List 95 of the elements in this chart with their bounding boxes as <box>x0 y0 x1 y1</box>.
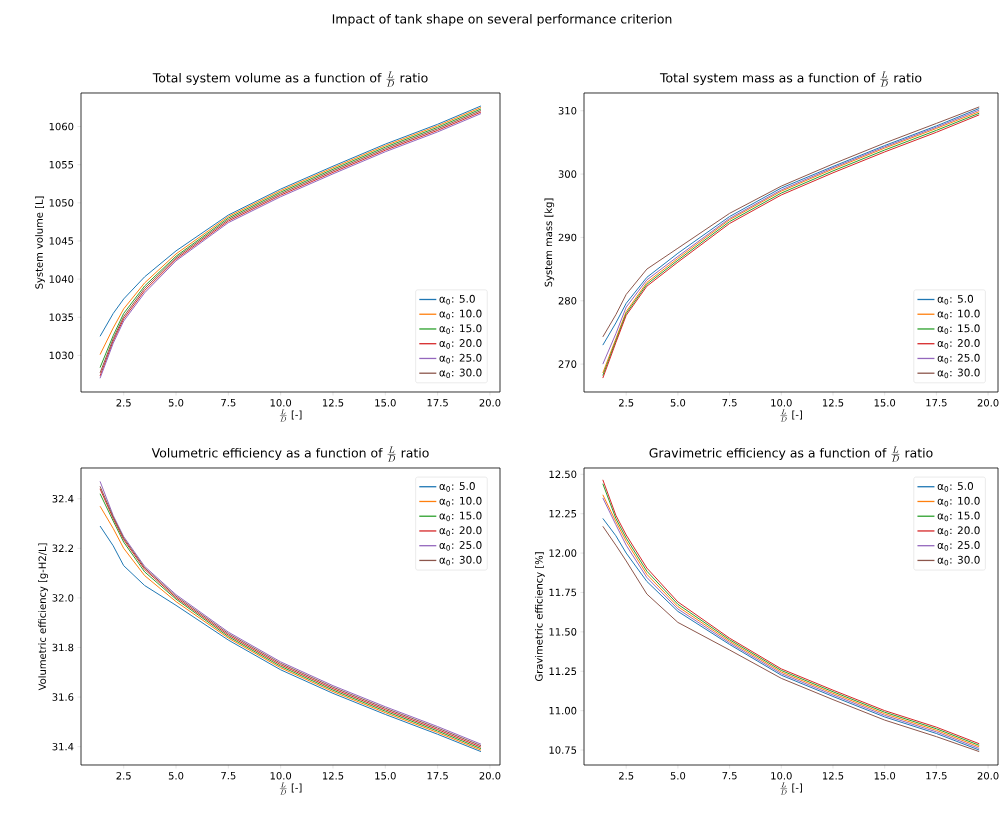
x-tick-label: 12.5 <box>822 772 844 780</box>
x-axis-title: $\frac{L}{D}\text{ [-]}$ <box>279 409 302 422</box>
legend-label: α$_{0}$: 20.0 <box>439 526 482 536</box>
y-tick-label: 280 <box>558 296 577 305</box>
x-tick-label: 10.0 <box>270 772 292 780</box>
x-tick-label: 20.0 <box>479 772 501 780</box>
y-tick-label: 300 <box>558 170 577 178</box>
y-tick-label: 11.25 <box>549 667 577 676</box>
x-tick-label: 7.5 <box>221 399 236 407</box>
chart-title: $\text{Volumetric efficiency as a function of }\frac{L}{D}\text{ ratio}$ <box>151 446 429 462</box>
x-tick-label: 12.5 <box>322 772 344 780</box>
x-tick-label: 20.0 <box>479 399 501 407</box>
y-tick-label: 1030 <box>49 351 74 360</box>
x-tick-label: 10.0 <box>270 399 292 407</box>
x-tick-label: 12.5 <box>322 399 344 407</box>
legend-label: α$_{0}$: 20.0 <box>937 526 980 536</box>
x-tick-label: 2.5 <box>619 772 634 780</box>
x-tick-label: 15.0 <box>375 772 396 780</box>
y-tick-label: 31.4 <box>52 742 74 751</box>
legend-label: α$_{0}$: 15.0 <box>439 324 482 334</box>
x-tick-label: 10.0 <box>771 772 792 780</box>
y-tick-label: 12.00 <box>549 549 577 557</box>
legend-label: α$_{0}$: 30.0 <box>937 555 980 566</box>
legend-label: α$_{0}$: 10.0 <box>439 309 482 320</box>
legend-label: α$_{0}$: 30.0 <box>439 368 482 379</box>
x-tick-label: 12.5 <box>822 399 844 407</box>
x-tick-label: 17.5 <box>926 399 947 407</box>
y-tick-label: 12.25 <box>549 509 577 518</box>
x-tick-label: 15.0 <box>874 772 896 780</box>
y-tick-label: 11.50 <box>549 628 577 636</box>
x-axis-title: $\frac{L}{D}\text{ [-]}$ <box>279 782 302 795</box>
legend-label: α$_{0}$: 20.0 <box>439 339 482 349</box>
x-tick-label: 2.5 <box>619 399 634 407</box>
legend-label: α$_{0}$: 15.0 <box>439 511 482 522</box>
x-tick-label: 5.0 <box>168 399 184 407</box>
x-tick-label: 17.5 <box>926 772 947 780</box>
y-tick-label: 32.4 <box>52 494 74 503</box>
x-tick-label: 17.5 <box>427 399 448 407</box>
y-axis-title: Volumetric efficiency [g-H2/L] <box>38 543 48 691</box>
y-tick-label: 31.6 <box>52 693 74 701</box>
x-tick-label: 20.0 <box>977 772 999 780</box>
x-tick-label: 7.5 <box>221 772 236 780</box>
legend-label: α$_{0}$: 25.0 <box>937 541 980 551</box>
legend-label: α$_{0}$: 25.0 <box>439 353 482 364</box>
x-tick-label: 7.5 <box>722 772 737 780</box>
x-tick-label: 2.5 <box>116 399 131 407</box>
x-tick-label: 7.5 <box>722 399 737 407</box>
legend-label: α$_{0}$: 30.0 <box>937 368 980 379</box>
x-tick-label: 17.5 <box>427 772 448 780</box>
legend-label: α$_{0}$: 15.0 <box>937 324 980 334</box>
y-tick-label: 290 <box>558 233 577 242</box>
legend-label: α$_{0}$: 10.0 <box>439 496 482 507</box>
x-tick-label: 15.0 <box>375 399 396 407</box>
x-tick-label: 20.0 <box>977 399 999 407</box>
x-tick-label: 2.5 <box>116 772 131 780</box>
y-tick-label: 310 <box>558 106 577 115</box>
y-axis-title: System volume [L] <box>35 196 45 289</box>
legend-label: α$_{0}$: 5.0 <box>937 294 974 305</box>
legend-label: α$_{0}$: 15.0 <box>937 511 980 522</box>
y-tick-label: 32.0 <box>52 594 74 602</box>
x-axis-title: $\frac{L}{D}\text{ [-]}$ <box>780 782 802 795</box>
x-axis-title: $\frac{L}{D}\text{ [-]}$ <box>780 409 802 422</box>
chart-title: $\text{Gravimetric efficiency as a function of }\frac{L}{D}\text{ ratio}$ <box>649 446 933 462</box>
y-tick-label: 270 <box>558 360 577 368</box>
x-tick-label: 5.0 <box>670 399 686 407</box>
y-tick-label: 1060 <box>49 122 74 131</box>
legend-label: α$_{0}$: 25.0 <box>937 353 980 364</box>
legend-label: α$_{0}$: 10.0 <box>937 496 980 507</box>
text: Impact of tank shape on several performance criterion <box>332 13 672 27</box>
legend-label: α$_{0}$: 20.0 <box>937 339 980 349</box>
y-axis-title: Gravimetric efficiency [%] <box>534 552 545 681</box>
chart-title: $\text{Total system mass as a function of }\frac{L}{D}\text{ ratio}$ <box>659 71 922 87</box>
legend-label: α$_{0}$: 5.0 <box>439 482 475 492</box>
y-tick-label: 32.2 <box>52 544 73 553</box>
y-tick-label: 1055 <box>49 160 74 169</box>
legend-label: α$_{0}$: 5.0 <box>937 482 974 492</box>
legend-label: α$_{0}$: 30.0 <box>439 555 482 566</box>
x-tick-label: 5.0 <box>168 772 184 780</box>
chart-title: $\text{Total system volume as a function of }\frac{L}{D}\text{ ratio}$ <box>152 71 428 87</box>
y-tick-label: 1050 <box>49 199 74 207</box>
y-tick-label: 11.00 <box>549 706 577 715</box>
y-tick-label: 12.50 <box>549 470 577 479</box>
x-tick-label: 15.0 <box>874 399 896 407</box>
legend-label: α$_{0}$: 25.0 <box>439 541 482 551</box>
legend-label: α$_{0}$: 5.0 <box>439 294 475 305</box>
y-tick-label: 1040 <box>49 275 74 283</box>
y-tick-label: 11.75 <box>549 588 577 597</box>
y-tick-label: 1035 <box>49 313 74 322</box>
x-tick-label: 5.0 <box>670 772 686 780</box>
y-tick-label: 31.8 <box>52 643 74 652</box>
x-tick-label: 10.0 <box>771 399 792 407</box>
y-axis-title: System mass [kg] <box>544 198 555 287</box>
legend-label: α$_{0}$: 10.0 <box>937 309 980 320</box>
y-tick-label: 1045 <box>49 237 74 245</box>
y-tick-label: 10.75 <box>549 746 577 754</box>
